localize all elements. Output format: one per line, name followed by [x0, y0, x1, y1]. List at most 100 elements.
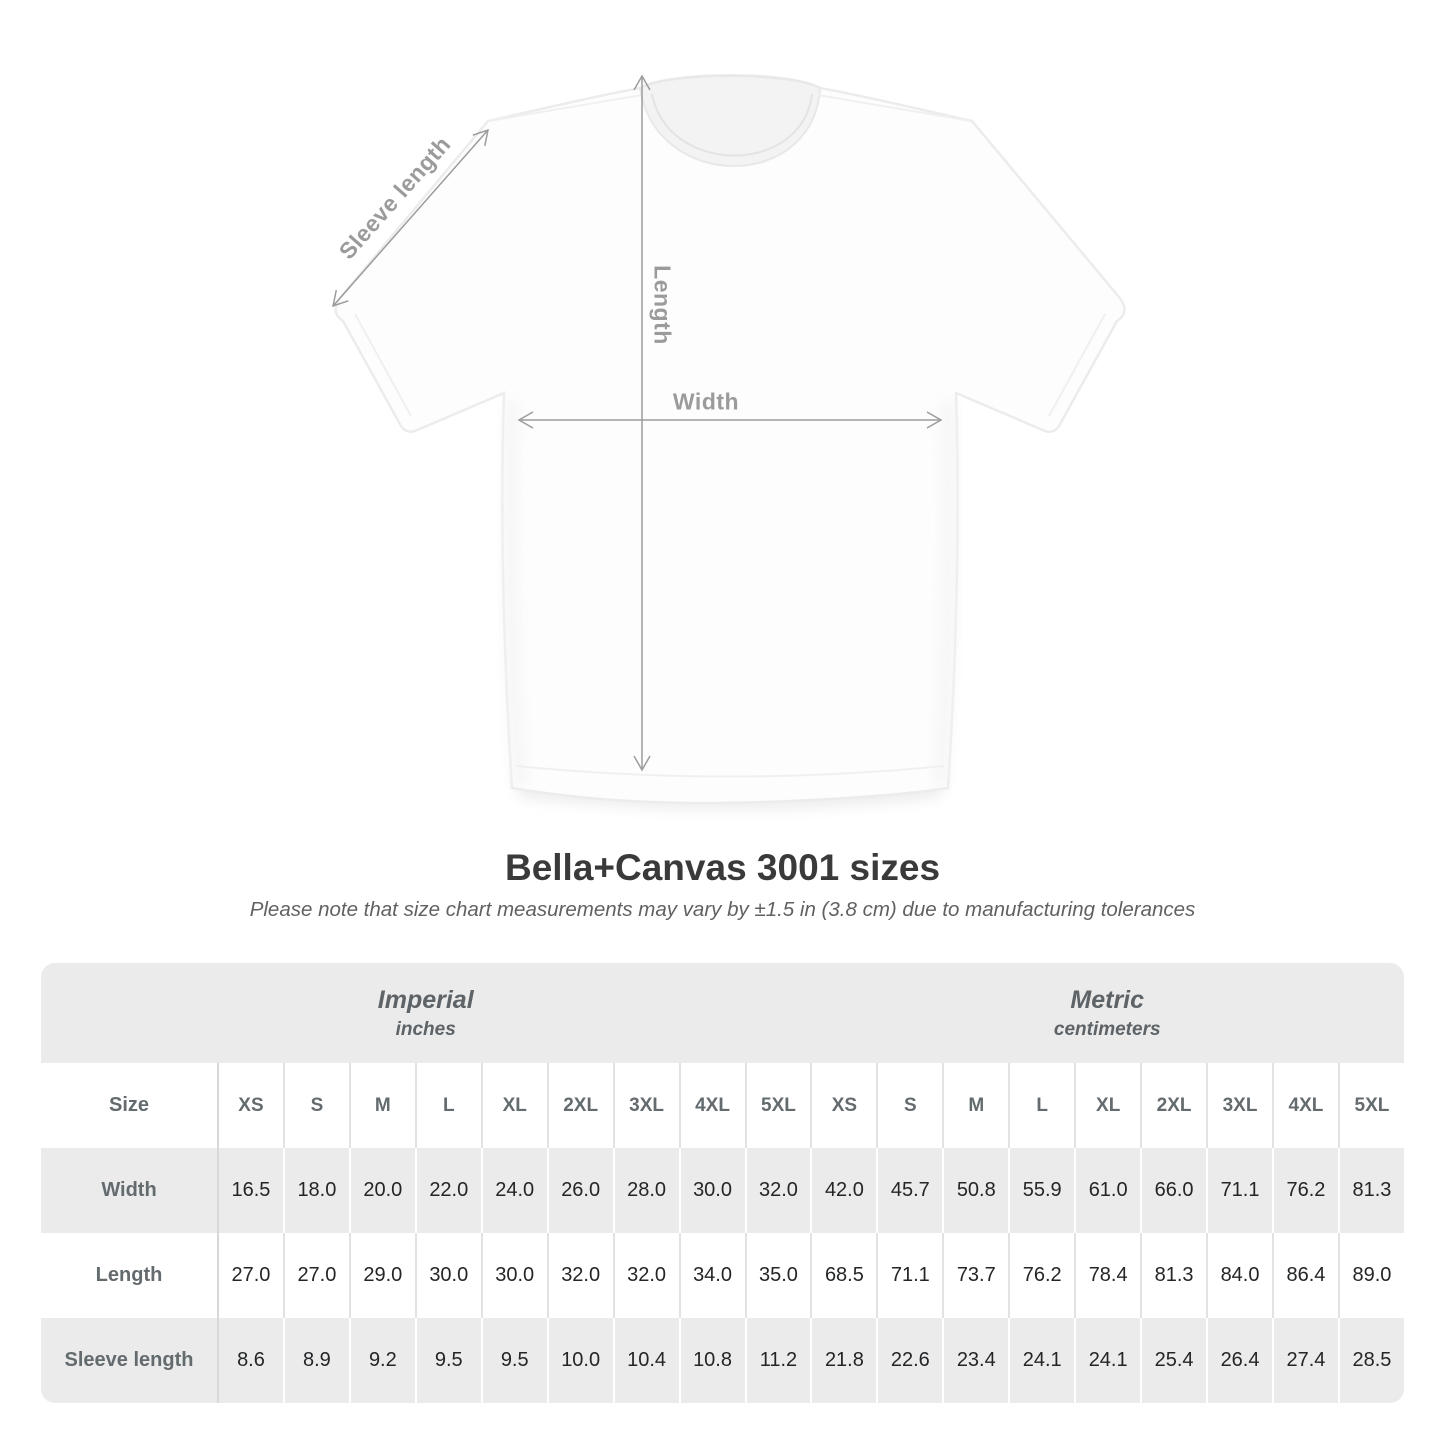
shirt-body — [334, 74, 1126, 805]
size-col-header: M — [348, 1063, 415, 1148]
cell: 71.1 — [876, 1233, 943, 1318]
cell: 76.2 — [1008, 1233, 1075, 1318]
cell: 45.7 — [876, 1148, 943, 1233]
cell: 81.3 — [1140, 1233, 1207, 1318]
cell: 21.8 — [810, 1318, 877, 1403]
shirt-left-shoulder-seam — [488, 94, 643, 122]
size-row-label: Size — [41, 1063, 217, 1148]
cell: 73.7 — [942, 1233, 1009, 1318]
cell: 22.0 — [414, 1148, 481, 1233]
cell: 9.5 — [414, 1318, 481, 1403]
size-col-header: XS — [810, 1063, 877, 1148]
cell: 50.8 — [942, 1148, 1009, 1233]
tolerance-note: Please note that size chart measurements… — [249, 898, 1196, 921]
table-row-width: Width 16.5 18.0 20.0 22.0 24.0 26.0 28.0… — [41, 1148, 1404, 1233]
size-col-header: S — [876, 1063, 943, 1148]
cell: 10.0 — [546, 1318, 613, 1403]
measurement-arrows — [331, 74, 943, 772]
size-col-header: XL — [1074, 1063, 1141, 1148]
cell: 9.5 — [480, 1318, 547, 1403]
table-row-length: Length 27.0 27.0 29.0 30.0 30.0 32.0 32.… — [41, 1233, 1404, 1318]
size-col-header: 5XL — [744, 1063, 811, 1148]
cell: 55.9 — [1008, 1148, 1075, 1233]
cell: 34.0 — [678, 1233, 745, 1318]
shirt-right-shoulder-seam — [817, 94, 972, 122]
cell: 29.0 — [348, 1233, 415, 1318]
metric-title: Metric — [1070, 985, 1145, 1014]
size-col-header: 2XL — [546, 1063, 613, 1148]
cell: 78.4 — [1074, 1233, 1141, 1318]
tshirt-figure: Sleeve length Length Width — [331, 74, 1126, 809]
length-label: Length — [649, 265, 676, 345]
heading: Bella+Canvas 3001 sizes Please note that… — [0, 846, 1445, 924]
row-label: Length — [41, 1233, 217, 1318]
cell: 30.0 — [480, 1233, 547, 1318]
cell: 24.1 — [1074, 1318, 1141, 1403]
cell: 81.3 — [1337, 1148, 1404, 1233]
cell: 18.0 — [282, 1148, 349, 1233]
cell: 32.0 — [612, 1233, 679, 1318]
cell: 89.0 — [1337, 1233, 1404, 1318]
size-col-header: 5XL — [1337, 1063, 1404, 1148]
cell: 35.0 — [744, 1233, 811, 1318]
size-chart-card: Imperial inches Metric centimeters Size … — [41, 963, 1404, 1403]
cell: 23.4 — [942, 1318, 1009, 1403]
cell: 8.9 — [282, 1318, 349, 1403]
cell: 8.6 — [217, 1318, 283, 1403]
page-title: Bella+Canvas 3001 sizes — [504, 847, 941, 888]
row-label: Sleeve length — [41, 1318, 217, 1403]
width-label: Width — [672, 388, 740, 415]
imperial-title: Imperial — [377, 985, 474, 1014]
cell: 20.0 — [348, 1148, 415, 1233]
cell: 66.0 — [1140, 1148, 1207, 1233]
size-col-header: L — [1008, 1063, 1075, 1148]
cell: 42.0 — [810, 1148, 877, 1233]
tshirt-illustration — [334, 74, 1126, 809]
cell: 10.4 — [612, 1318, 679, 1403]
cell: 11.2 — [744, 1318, 811, 1403]
size-col-header: XS — [217, 1063, 283, 1148]
size-col-header: M — [942, 1063, 1009, 1148]
length-arrow — [633, 74, 651, 772]
shirt-collar — [638, 75, 822, 167]
cell: 24.0 — [480, 1148, 547, 1233]
cell: 9.2 — [348, 1318, 415, 1403]
cell: 28.5 — [1337, 1318, 1404, 1403]
shirt-hem-seam — [515, 765, 945, 778]
size-col-header: 3XL — [1206, 1063, 1272, 1148]
size-col-header: S — [282, 1063, 349, 1148]
size-col-header: 3XL — [612, 1063, 679, 1148]
cell: 30.0 — [414, 1233, 481, 1318]
cell: 25.4 — [1140, 1318, 1207, 1403]
size-col-header: 4XL — [678, 1063, 745, 1148]
cell: 84.0 — [1206, 1233, 1272, 1318]
metric-section-header: Metric centimeters — [810, 963, 1404, 1063]
imperial-unit: inches — [395, 1018, 456, 1040]
sleeve-length-arrow — [331, 128, 489, 308]
cell: 26.4 — [1206, 1318, 1272, 1403]
cell: 32.0 — [744, 1148, 811, 1233]
shirt-right-cuff-seam — [1048, 313, 1106, 417]
size-col-header: 2XL — [1140, 1063, 1207, 1148]
shirt-left-shading — [504, 400, 526, 786]
cell: 27.4 — [1272, 1318, 1338, 1403]
cell: 30.0 — [678, 1148, 745, 1233]
width-arrow — [517, 411, 943, 429]
imperial-section-header: Imperial inches — [41, 963, 811, 1063]
shirt-collar-rib — [651, 93, 813, 157]
cell: 61.0 — [1074, 1148, 1141, 1233]
size-chart-table: Imperial inches Metric centimeters Size … — [41, 963, 1404, 1403]
cell: 10.8 — [678, 1318, 745, 1403]
cell: 32.0 — [546, 1233, 613, 1318]
size-col-header: L — [414, 1063, 481, 1148]
size-col-header: XL — [480, 1063, 547, 1148]
cell: 27.0 — [217, 1233, 283, 1318]
cell: 27.0 — [282, 1233, 349, 1318]
shirt-right-shading — [934, 400, 956, 786]
cell: 22.6 — [876, 1318, 943, 1403]
cell: 28.0 — [612, 1148, 679, 1233]
size-header-row: Size XS S M L XL 2XL 3XL 4XL 5XL XS S M … — [41, 1063, 1404, 1148]
cell: 76.2 — [1272, 1148, 1338, 1233]
size-col-header: 4XL — [1272, 1063, 1338, 1148]
